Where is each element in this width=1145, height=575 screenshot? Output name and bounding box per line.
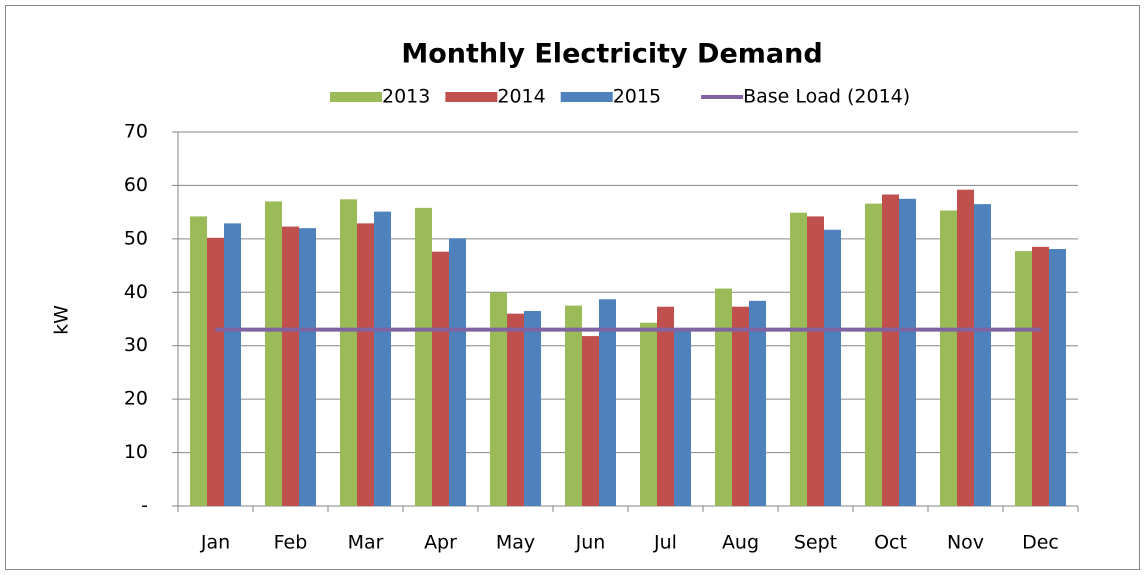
- bar: [299, 228, 316, 506]
- legend-swatch: [560, 92, 613, 102]
- bar: [599, 299, 616, 506]
- legend-label: 2013: [382, 86, 430, 108]
- bar: [565, 305, 582, 506]
- bar: [957, 189, 974, 506]
- x-tick-label: Jan: [200, 532, 230, 554]
- x-tick-label: Mar: [348, 532, 384, 554]
- bar: [449, 238, 466, 506]
- bar: [190, 216, 207, 506]
- bar: [374, 211, 391, 506]
- x-tick-label: Feb: [274, 532, 308, 554]
- y-tick-label: 60: [124, 174, 148, 196]
- bar: [282, 226, 299, 506]
- bar: [1032, 246, 1049, 506]
- legend-label: 2015: [613, 86, 661, 108]
- bar: [524, 310, 541, 506]
- bar: [882, 194, 899, 507]
- bar: [865, 203, 882, 506]
- x-tick-label: Dec: [1022, 532, 1059, 554]
- legend-label: Base Load (2014): [743, 86, 910, 108]
- bar: [790, 212, 807, 507]
- bar: [974, 204, 991, 506]
- bar: [582, 336, 599, 506]
- chart-title: Monthly Electricity Demand: [401, 39, 822, 70]
- bar: [415, 207, 432, 506]
- bar: [940, 210, 957, 507]
- bar: [732, 306, 749, 506]
- bar: [357, 223, 374, 506]
- x-tick-label: Jul: [653, 532, 677, 554]
- bar: [749, 300, 766, 506]
- bar: [657, 306, 674, 506]
- bar: [715, 288, 732, 506]
- bar: [1015, 251, 1032, 506]
- bar: [340, 199, 357, 506]
- y-tick-label: -: [141, 495, 148, 517]
- y-axis-label: kW: [51, 305, 73, 335]
- bar: [824, 229, 841, 506]
- bar: [507, 313, 524, 506]
- y-tick-label: 20: [124, 388, 148, 410]
- legend-label: 2014: [497, 86, 545, 108]
- bar: [807, 216, 824, 506]
- y-tick-label: 30: [124, 334, 148, 356]
- y-tick-label: 40: [124, 281, 148, 303]
- legend-swatch: [445, 92, 498, 102]
- bar: [490, 292, 507, 506]
- y-tick-label: 10: [124, 441, 148, 463]
- x-tick-label: May: [496, 532, 535, 554]
- x-tick-label: Apr: [424, 532, 457, 554]
- x-tick-label: Oct: [874, 532, 907, 554]
- x-tick-label: Aug: [722, 532, 759, 554]
- bar: [1049, 249, 1066, 506]
- bar: [265, 201, 282, 506]
- legend-swatch: [330, 92, 382, 102]
- x-tick-label: Sept: [794, 532, 837, 554]
- y-tick-label: 70: [124, 121, 148, 143]
- bar: [674, 328, 691, 506]
- y-tick-label: 50: [124, 227, 148, 249]
- x-tick-label: Nov: [947, 532, 984, 554]
- bar: [207, 237, 224, 506]
- bar: [224, 223, 241, 506]
- x-tick-label: Jun: [575, 532, 606, 554]
- bar: [432, 251, 449, 506]
- bar: [899, 198, 916, 507]
- bar: [640, 322, 657, 506]
